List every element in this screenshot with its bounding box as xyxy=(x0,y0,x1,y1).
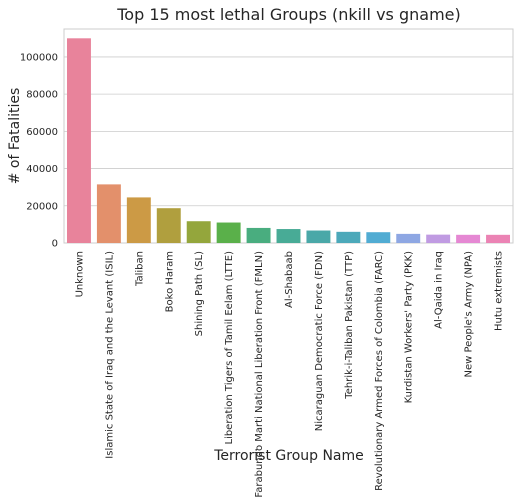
x-axis-label: Terrorist Group Name xyxy=(213,448,364,464)
chart-title: Top 15 most lethal Groups (nkill vs gnam… xyxy=(116,5,461,24)
bar xyxy=(66,38,91,243)
x-tick-label: Farabundo Marti National Liberation Fron… xyxy=(254,251,265,498)
bars xyxy=(66,38,511,243)
x-tick-label: Kurdistan Workers' Party (PKK) xyxy=(404,251,415,403)
bar xyxy=(246,227,271,243)
y-tick-label: 40000 xyxy=(26,164,58,175)
x-tick-label: Islamic State of Iraq and the Levant (IS… xyxy=(104,251,115,459)
x-tick-label: Hutu extremists xyxy=(494,251,505,331)
bar xyxy=(486,234,511,243)
x-axis-ticks: Unknown Islamic State of Iraq and the Lev… xyxy=(74,251,504,498)
bar xyxy=(366,232,391,243)
x-tick-label: Shining Path (SL) xyxy=(194,251,205,336)
y-tick-label: 0 xyxy=(52,239,58,250)
x-tick-label: Revolutionary Armed Forces of Colombia (… xyxy=(374,251,385,491)
bar xyxy=(396,233,421,243)
x-tick-label: Nicaraguan Democratic Force (FDN) xyxy=(314,251,325,431)
x-tick-label: New People's Army (NPA) xyxy=(464,251,475,378)
y-tick-label: 20000 xyxy=(26,201,58,212)
bar xyxy=(456,234,481,243)
bar xyxy=(306,230,331,243)
x-tick-label: Liberation Tigers of Tamil Eelam (LTTE) xyxy=(224,251,235,445)
x-tick-label: Al-Qaida in Iraq xyxy=(434,251,445,329)
bar xyxy=(156,208,181,243)
x-tick-label: Tehrik-i-Taliban Pakistan (TTP) xyxy=(344,251,355,400)
bar xyxy=(426,234,451,243)
x-tick-label: Al-Shabaab xyxy=(284,251,295,308)
x-tick-label: Taliban xyxy=(134,251,145,287)
bar xyxy=(276,229,301,243)
y-tick-label: 80000 xyxy=(26,90,58,101)
bar xyxy=(336,231,361,243)
x-tick-label: Unknown xyxy=(74,251,85,297)
bar xyxy=(216,222,241,243)
x-tick-label: Boko Haram xyxy=(164,251,175,312)
bar xyxy=(186,221,211,243)
y-axis-label: # of Fatalities xyxy=(7,88,23,185)
bar xyxy=(126,197,151,243)
y-tick-label: 100000 xyxy=(20,52,58,63)
bar xyxy=(96,184,121,243)
y-axis-ticks: 0 20000 40000 60000 80000 100000 xyxy=(20,52,58,249)
y-tick-label: 60000 xyxy=(26,127,58,138)
